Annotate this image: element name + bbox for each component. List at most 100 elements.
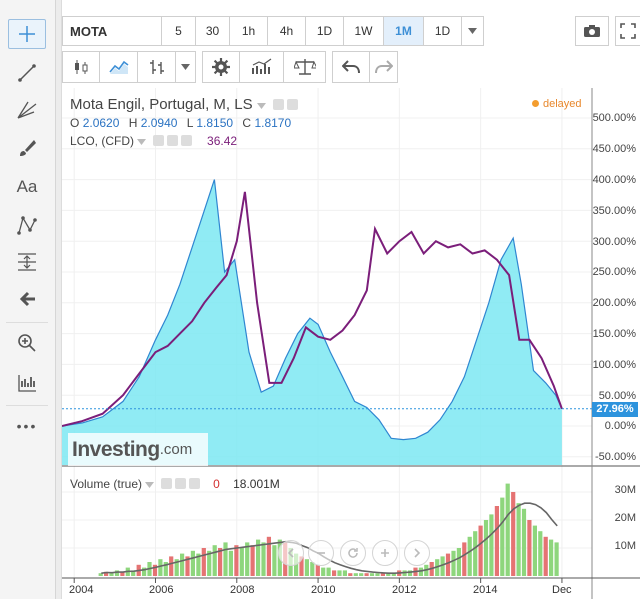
volume-bar: [380, 573, 385, 576]
text-icon[interactable]: Aa: [16, 177, 38, 196]
price-tick: 0.00%: [604, 420, 636, 432]
volume-bar: [207, 550, 212, 576]
volume-bar: [245, 542, 250, 576]
interval-1d[interactable]: 1D: [306, 16, 344, 46]
zoom-out-button[interactable]: [308, 540, 334, 566]
volume-bar: [218, 548, 223, 576]
eye-icon[interactable]: [152, 135, 164, 146]
scale-icon: [293, 59, 316, 75]
brush-icon[interactable]: [8, 133, 46, 163]
interval-5[interactable]: 5: [162, 16, 196, 46]
interval-30[interactable]: 30: [196, 16, 230, 46]
price-tick: 200.00%: [592, 297, 636, 309]
gear-icon[interactable]: [286, 99, 298, 110]
time-tick: 2006: [149, 584, 174, 596]
crosshair-icon[interactable]: [8, 19, 46, 49]
interval-4h[interactable]: 4h: [268, 16, 306, 46]
ohlc-icon: [149, 60, 164, 74]
main-legend: Mota Engil, Portugal, M, LS: [70, 96, 298, 113]
back-arrow-icon[interactable]: [8, 284, 46, 314]
volume-bar: [256, 539, 261, 576]
chevron-down-icon[interactable]: [137, 139, 147, 145]
indicators-button[interactable]: [240, 51, 284, 83]
volume-bar: [158, 559, 163, 576]
gear-icon: [212, 58, 230, 76]
chevron-down-icon[interactable]: [256, 103, 266, 109]
interval-dropdown[interactable]: [462, 16, 484, 46]
interval-1w[interactable]: 1W: [344, 16, 384, 46]
zoom-icon[interactable]: [8, 328, 46, 358]
screenshot-button[interactable]: [575, 16, 609, 46]
interval-1m[interactable]: 1M: [384, 16, 424, 46]
volume-bar: [511, 492, 516, 576]
price-tick: 100.00%: [592, 359, 636, 371]
volume-bar: [223, 542, 228, 576]
volume-bar: [185, 556, 190, 576]
volume-bar: [359, 573, 364, 576]
scroll-right-button[interactable]: [404, 540, 430, 566]
volume-bar: [456, 548, 461, 576]
price-tick: 150.00%: [592, 328, 636, 340]
time-tick: 2004: [69, 584, 94, 596]
volume-bar: [549, 539, 554, 576]
close-value: 1.8170: [254, 116, 292, 130]
volume-bar: [120, 571, 125, 576]
divider: [6, 405, 48, 406]
volume-bar: [407, 570, 413, 576]
interval-custom[interactable]: 1D: [424, 16, 462, 46]
volume-bar: [109, 573, 114, 576]
settings-button[interactable]: [202, 51, 240, 83]
high-value: 2.0940: [140, 116, 178, 130]
eye-icon[interactable]: [160, 478, 172, 489]
close-icon[interactable]: [188, 478, 200, 489]
gear-icon[interactable]: [166, 135, 178, 146]
chevron-down-icon[interactable]: [145, 482, 155, 488]
chart-type-dropdown[interactable]: [176, 51, 196, 83]
compare-value: 36.42: [207, 134, 238, 148]
bars-button[interactable]: [138, 51, 176, 83]
trend-line-icon[interactable]: [8, 58, 46, 88]
symbol-button[interactable]: MOTA: [62, 16, 162, 46]
volume-tick: 10M: [614, 540, 636, 552]
volume-bar: [462, 542, 467, 576]
volume-bar: [261, 542, 266, 576]
close-icon[interactable]: [180, 135, 192, 146]
fib-icon[interactable]: [8, 95, 46, 125]
price-tick: 300.00%: [592, 236, 636, 248]
pattern-icon[interactable]: [8, 210, 46, 240]
area-button[interactable]: [100, 51, 138, 83]
chart-area[interactable]: delayed Mota Engil, Portugal, M, LS O 2.…: [61, 88, 640, 599]
toolbar-collapse-handle[interactable]: [56, 0, 62, 599]
volume-bar: [190, 550, 195, 576]
volume-bar: [391, 573, 396, 576]
gear-icon[interactable]: [174, 478, 186, 489]
more-icon[interactable]: •••: [16, 418, 38, 434]
volume-bar: [104, 571, 109, 576]
volume-bar: [163, 562, 168, 576]
volume-bar: [299, 556, 304, 576]
interval-1h[interactable]: 1h: [230, 16, 268, 46]
fullscreen-button[interactable]: [615, 16, 640, 46]
volume-bar: [326, 567, 331, 576]
redo-button[interactable]: [370, 51, 398, 83]
camera-icon: [584, 25, 600, 37]
compare-button[interactable]: [284, 51, 326, 83]
reset-button[interactable]: [340, 540, 366, 566]
zoom-in-button[interactable]: [372, 540, 398, 566]
candles-button[interactable]: [62, 51, 100, 83]
open-value: 2.0620: [82, 116, 120, 130]
main-area-fill: [62, 179, 562, 465]
scroll-left-button[interactable]: [278, 540, 304, 566]
compare-label: LCO, (CFD): [70, 134, 134, 148]
volume-bar: [201, 548, 206, 576]
price-tick: -50.00%: [595, 451, 636, 463]
indicator-icon[interactable]: [8, 368, 46, 398]
volume-bar: [543, 536, 548, 576]
volume-bar: [451, 550, 456, 576]
volume-bar: [169, 556, 174, 576]
undo-button[interactable]: [332, 51, 370, 83]
investing-logo: Investing .com: [68, 433, 208, 466]
eye-icon[interactable]: [272, 99, 284, 110]
price-chart[interactable]: [61, 88, 640, 599]
measure-icon[interactable]: [8, 247, 46, 277]
